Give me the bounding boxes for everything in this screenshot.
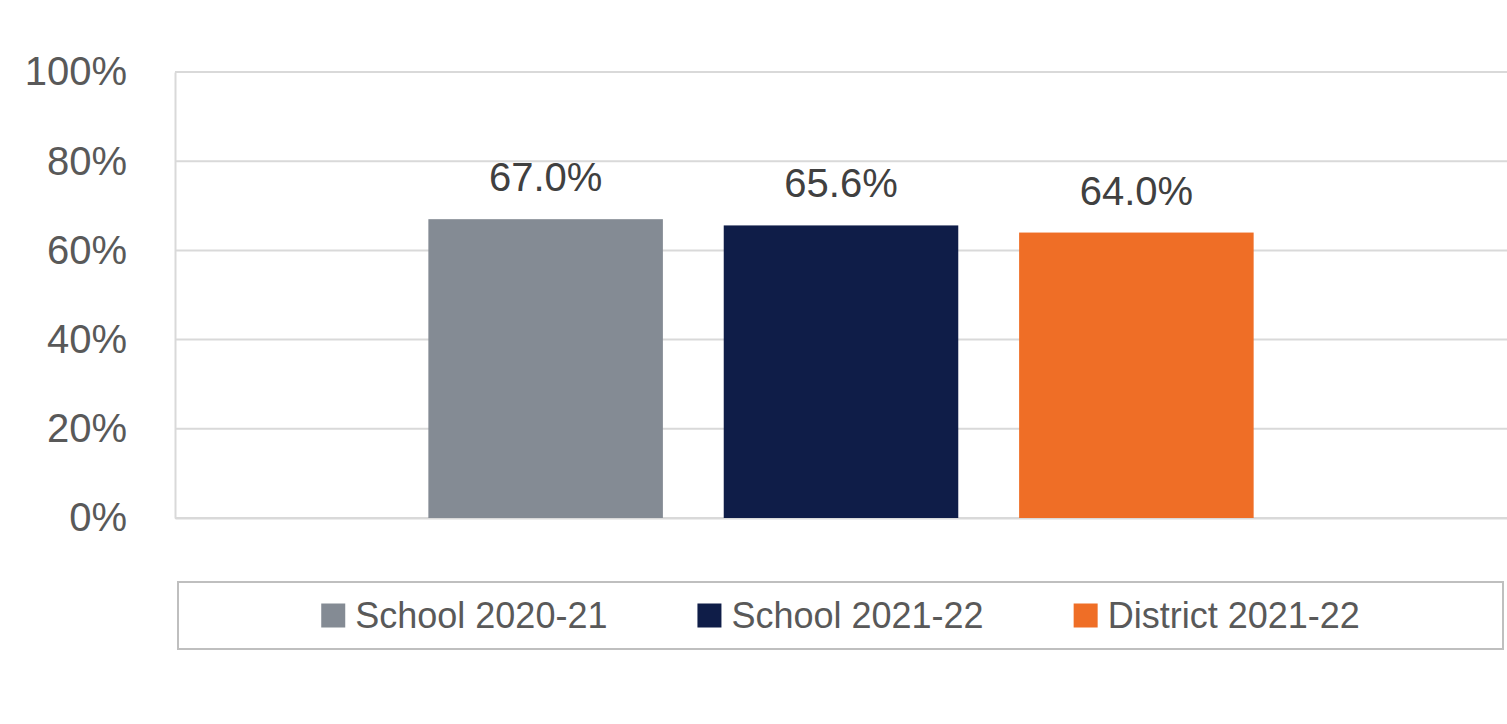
grid-line (175, 71, 1507, 73)
legend-label: School 2020-21 (355, 595, 607, 636)
bars (428, 219, 1253, 518)
y-axis-line (175, 73, 177, 519)
y-tick-label: 60% (47, 228, 127, 272)
y-tick: 20% (47, 406, 175, 450)
bar (428, 219, 663, 518)
y-tick: 40% (47, 317, 175, 361)
legend-item: School 2021-22 (697, 595, 983, 636)
y-tick-label: 100% (25, 49, 127, 93)
legend-swatch (321, 604, 345, 628)
legend-label: District 2021-22 (1108, 595, 1360, 636)
bar (724, 225, 959, 518)
y-tick-label: 40% (47, 317, 127, 361)
y-tick: 100% (25, 49, 175, 93)
grid (175, 72, 1507, 518)
data-label: 64.0% (1080, 169, 1193, 213)
legend-item: District 2021-22 (1074, 595, 1360, 636)
legend-label: School 2021-22 (731, 595, 983, 636)
y-tick-label: 0% (69, 495, 127, 539)
legend-swatch (697, 604, 721, 628)
legend-item: School 2020-21 (321, 595, 607, 636)
y-tick: 0% (69, 495, 175, 539)
y-tick-label: 20% (47, 406, 127, 450)
y-tick-label: 80% (47, 139, 127, 183)
bar (1019, 233, 1254, 518)
data-label: 65.6% (784, 161, 897, 205)
y-tick: 80% (47, 139, 175, 183)
data-label: 67.0% (489, 155, 602, 199)
legend: School 2020-21 School 2021-22 District 202… (178, 582, 1503, 649)
legend-swatch (1074, 604, 1098, 628)
y-tick: 60% (47, 228, 175, 272)
legend-box (178, 582, 1503, 649)
y-axis: 0% 20% 40% 60% 80% 100% (25, 49, 176, 539)
data-labels: 67.0% 65.6% 64.0% (489, 155, 1193, 212)
